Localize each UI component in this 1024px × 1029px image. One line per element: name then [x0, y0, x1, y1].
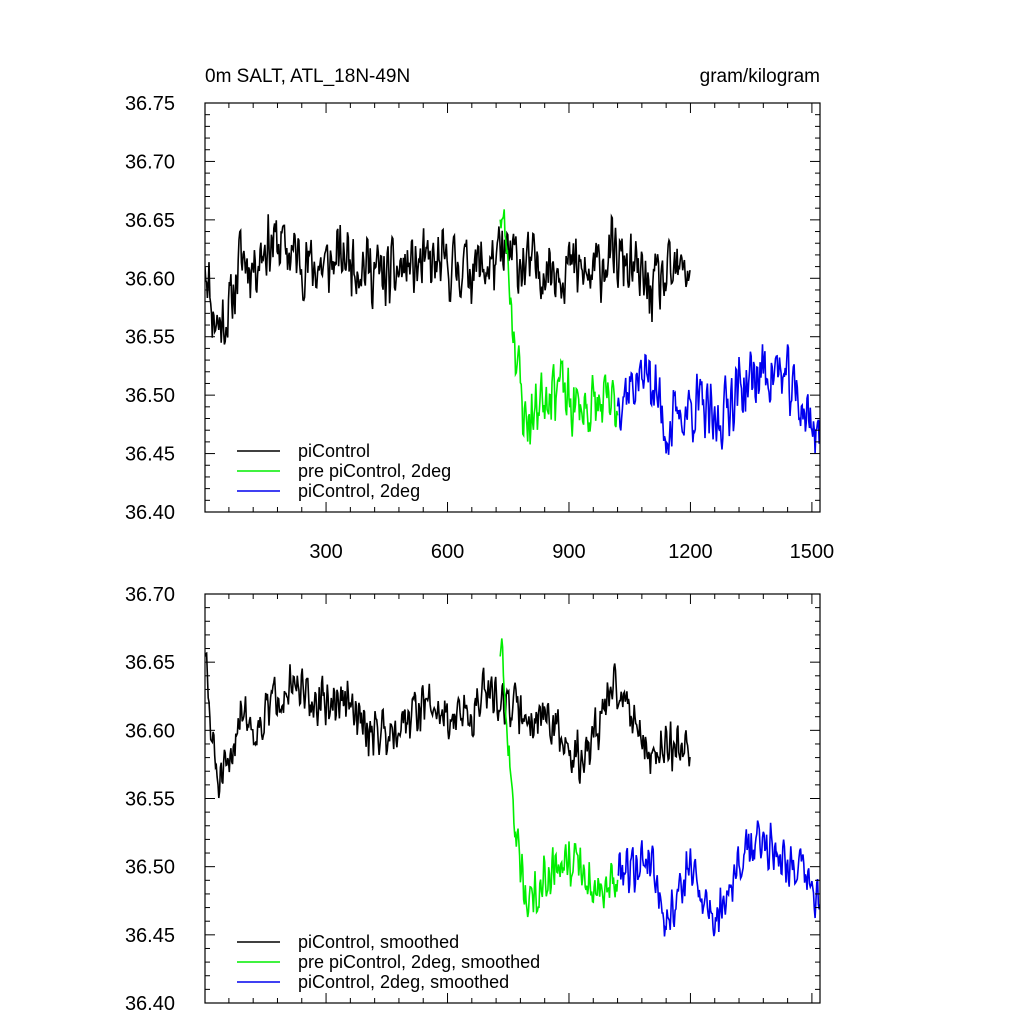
y-tick-label: 36.70: [125, 584, 175, 606]
panel-top: 36.40 36.45 36.50 36.55 36.60 36.65 36.70 36.75…: [125, 93, 834, 563]
y-tick-label: 36.60: [125, 720, 175, 742]
series-line-3: [617, 820, 820, 937]
legend-label-2: pre piControl, 2deg: [298, 461, 451, 481]
y-tick-label: 36.55: [125, 789, 175, 811]
y-tick-label: 36.50: [125, 857, 175, 879]
y-tick-label: 36.65: [125, 652, 175, 674]
y-tick-label: 36.70: [125, 151, 175, 173]
x-tick-label: 1500: [790, 541, 835, 563]
series-line-3: [616, 344, 820, 455]
x-tick-label: 300: [309, 541, 342, 563]
y-tick-label: 36.50: [125, 385, 175, 407]
series-line-2: [499, 638, 619, 918]
y-tick-label: 36.75: [125, 93, 175, 115]
x-tick-label: 600: [431, 541, 464, 563]
series-line-1: [205, 213, 691, 345]
y-tick-label: 36.60: [125, 268, 175, 290]
legend-label-2: pre piControl, 2deg, smoothed: [298, 952, 540, 972]
y-tick-label: 36.65: [125, 210, 175, 232]
y-tick-label: 36.40: [125, 502, 175, 524]
series-group: [205, 638, 820, 937]
x-tick-label: 1200: [668, 541, 713, 563]
legend-label-3: piControl, 2deg: [298, 481, 420, 501]
legend-label-1: piControl: [298, 441, 370, 461]
chart-title-right: gram/kilogram: [700, 66, 820, 87]
y-tick-label: 36.55: [125, 327, 175, 349]
x-tick-label: 900: [552, 541, 585, 563]
series-line-1: [205, 651, 691, 799]
plot-frame: [204, 102, 821, 513]
panel-bottom: 36.40 36.45 36.50 36.55 36.60 36.65 36.70 piCon…: [125, 584, 821, 1015]
y-tick-label: 36.45: [125, 444, 175, 466]
y-tick-label: 36.45: [125, 925, 175, 947]
chart-title-left: 0m SALT, ATL_18N-49N: [205, 66, 410, 87]
y-tick-label: 36.40: [125, 993, 175, 1015]
legend-label-1: piControl, smoothed: [298, 932, 459, 952]
series-line-2: [499, 209, 619, 445]
legend-label-3: piControl, 2deg, smoothed: [298, 972, 509, 992]
series-group: [205, 209, 820, 455]
